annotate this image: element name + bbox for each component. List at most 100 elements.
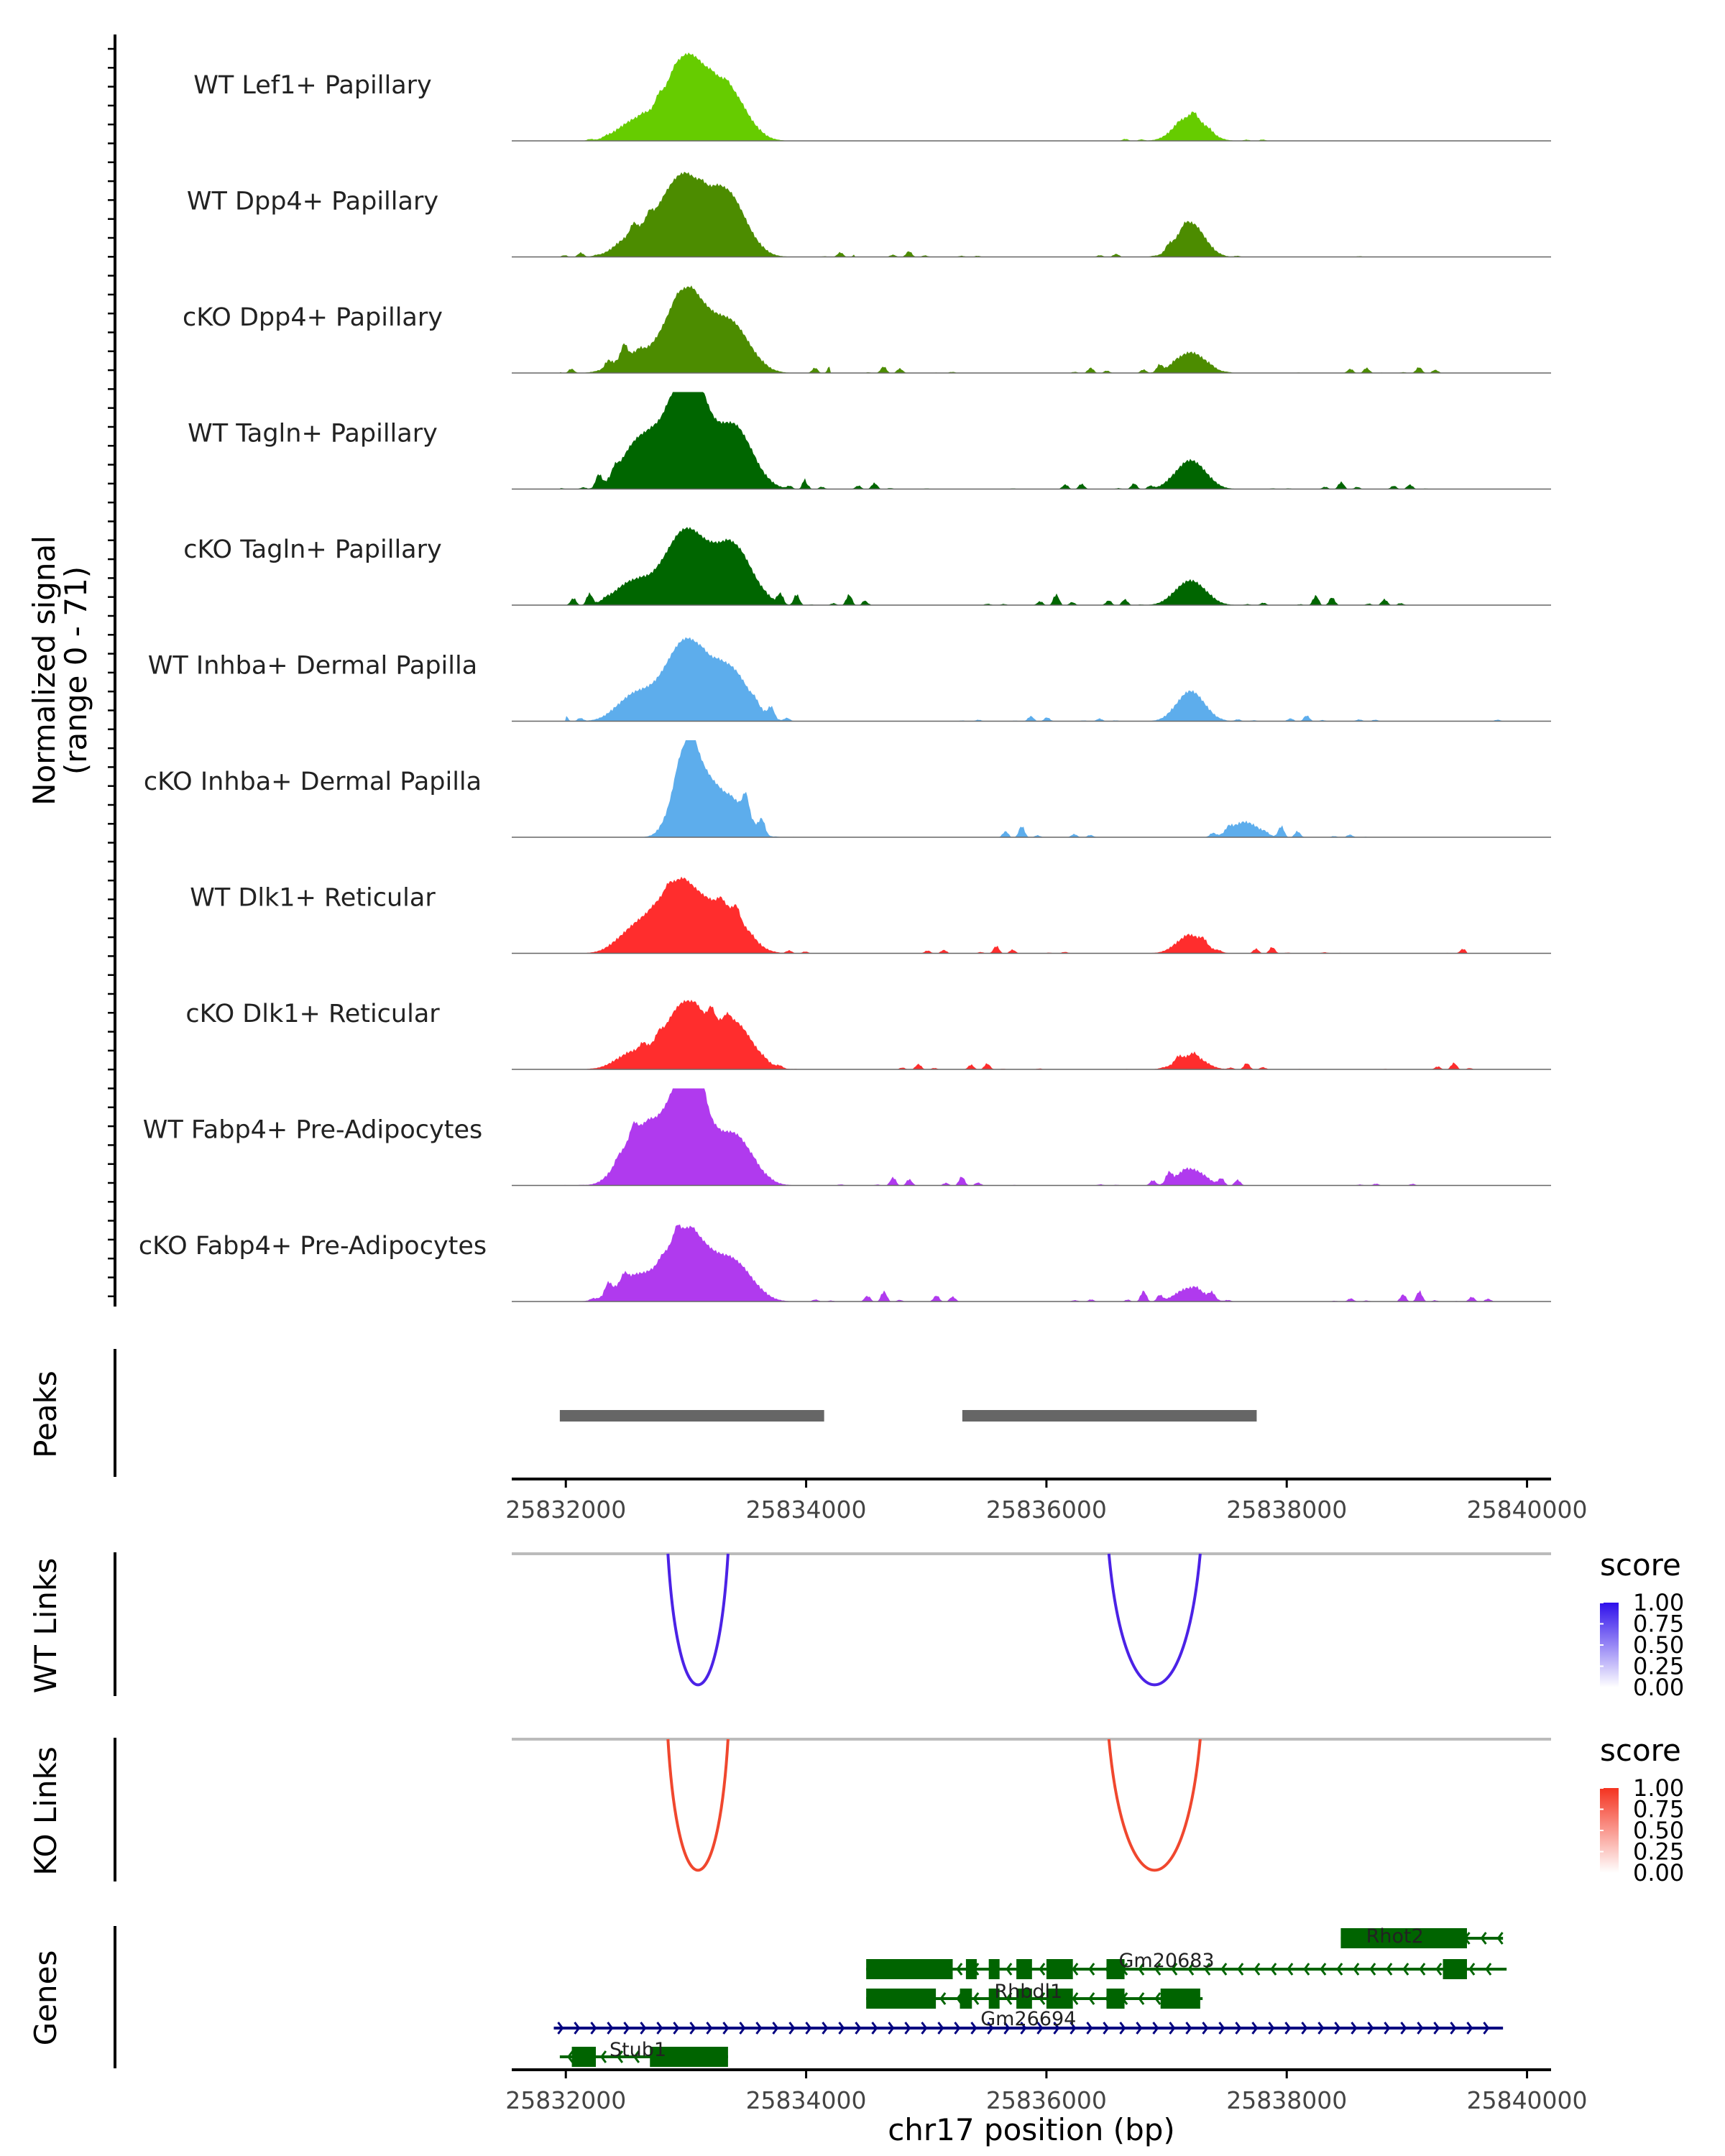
strand-arrow — [1103, 2022, 1110, 2035]
link-arc — [666, 1553, 730, 1687]
strand-arrow — [1006, 1992, 1013, 2005]
strand-arrow — [1088, 1963, 1095, 1976]
coverage-y-axis-label-line2: (range 0 - 71) — [58, 566, 93, 775]
coverage-area — [512, 392, 1551, 489]
gene-exon — [571, 2047, 597, 2067]
strand-arrow — [1435, 1963, 1443, 1976]
score-legend-title: score — [1600, 1733, 1681, 1768]
gene-exon — [988, 1989, 1000, 2009]
strand-arrow — [599, 2050, 607, 2063]
strand-arrow — [722, 2022, 730, 2035]
strand-arrow — [954, 2022, 961, 2035]
strand-arrow — [1287, 1963, 1294, 1976]
strand-arrow — [1480, 1932, 1487, 1945]
strand-arrow — [1138, 1992, 1145, 2005]
strand-arrow — [1386, 1963, 1393, 1976]
strand-arrow — [1468, 1963, 1476, 1976]
gene-exon — [1016, 1989, 1032, 2009]
coverage-track: cKO Inhba+ Dermal Papilla — [144, 740, 1551, 838]
coverage-y-axis-label-line1: Normalized signal — [27, 535, 62, 806]
strand-arrow — [1496, 1932, 1504, 1945]
strand-arrow — [1417, 2022, 1424, 2035]
strand-arrow — [972, 1992, 980, 2005]
gene-exon — [960, 1989, 972, 2009]
strand-arrow — [1320, 1963, 1327, 1976]
strand-arrow — [632, 2050, 640, 2063]
strand-arrow — [1003, 2022, 1011, 2035]
coverage-area — [512, 876, 1551, 954]
strand-arrow — [1485, 1963, 1492, 1976]
strand-arrow — [1053, 2022, 1060, 2035]
gene-model: Stub1 — [559, 2039, 728, 2067]
strand-arrow — [1086, 2022, 1093, 2035]
coverage-track: WT Dlk1+ Reticular — [190, 876, 1551, 954]
gene-model: Gm20683 — [866, 1950, 1507, 1979]
coverage-area — [512, 1000, 1551, 1069]
coverage-track-label: WT Dlk1+ Reticular — [190, 884, 436, 913]
x-tick-label: 25840000 — [1467, 1496, 1588, 1524]
gene-exon — [1016, 1959, 1032, 1979]
strand-arrow — [1251, 2022, 1259, 2035]
x-tick-label: 25832000 — [505, 1496, 626, 1524]
strand-arrow — [1317, 2022, 1325, 2035]
peaks-label: Peaks — [28, 1370, 63, 1458]
gene-exon — [1160, 1989, 1200, 2009]
gene-exon — [866, 1959, 953, 1979]
strand-arrow — [557, 2022, 564, 2035]
x-tick-label: 25838000 — [1226, 1496, 1347, 1524]
gene-name-label: Rhbdl1 — [994, 1981, 1062, 2003]
strand-arrow — [1154, 1963, 1162, 1976]
gene-name-label: Stub1 — [610, 2039, 666, 2061]
coverage-track: cKO Fabp4+ Pre-Adipocytes — [139, 1224, 1551, 1302]
colorbar-tick-label: 0.50 — [1633, 1817, 1684, 1844]
gene-exon — [1340, 1928, 1467, 1948]
strand-arrow — [1020, 2022, 1027, 2035]
strand-arrow — [788, 2022, 796, 2035]
genes-x-axis-ticks: 25832000 25834000 25836000 25838000 25840000 — [505, 2070, 1588, 2114]
coverage-area — [512, 1224, 1551, 1302]
strand-arrow — [1336, 1963, 1343, 1976]
strand-arrow — [739, 2022, 746, 2035]
genes-label: Genes — [28, 1950, 63, 2046]
gene-model: Rhot2 — [1340, 1925, 1504, 1948]
gene-name-label: Gm20683 — [1119, 1950, 1215, 1972]
colorbar-tick-label: 0.00 — [1633, 1859, 1684, 1886]
strand-arrow — [871, 2022, 878, 2035]
gene-exon — [1046, 1959, 1073, 1979]
gene-exon — [650, 2047, 728, 2067]
gene-exon — [1046, 1989, 1073, 2009]
strand-arrow — [1119, 2022, 1126, 2035]
strand-arrow — [607, 2022, 614, 2035]
gene-exon — [1443, 1959, 1467, 1979]
strand-arrow — [616, 2050, 624, 2063]
strand-arrow — [1185, 2022, 1192, 2035]
peak-bar — [962, 1410, 1257, 1422]
strand-arrow — [574, 2022, 581, 2035]
strand-arrow — [937, 2022, 944, 2035]
strand-arrow — [1138, 1963, 1145, 1976]
strand-arrow — [1369, 1963, 1376, 1976]
x-tick-label: 25834000 — [746, 2086, 867, 2114]
strand-arrow — [1419, 1963, 1426, 1976]
strand-arrow — [1154, 1992, 1162, 2005]
strand-arrow — [987, 2022, 994, 2035]
strand-arrow — [1088, 1992, 1095, 2005]
coverage-track: cKO Tagln+ Papillary — [183, 527, 1551, 606]
x-axis-title: chr17 position (bp) — [888, 2112, 1175, 2147]
strand-arrow — [1202, 2022, 1209, 2035]
strand-arrow — [1070, 2022, 1077, 2035]
coverage-area — [512, 637, 1551, 722]
colorbar-tick-label: 1.00 — [1633, 1589, 1684, 1616]
coverage-track: WT Fabp4+ Pre-Adipocytes — [143, 1088, 1551, 1187]
colorbar-tick-label: 0.75 — [1633, 1611, 1684, 1638]
strand-arrow — [1072, 1963, 1079, 1976]
gene-exon — [866, 1989, 937, 2009]
gene-models: Rhot2 Gm20683 Rhbdl1 Gm26694 Stub1 — [553, 1925, 1507, 2067]
peak-bars — [559, 1410, 1257, 1422]
colorbar-tick-label: 1.00 — [1633, 1774, 1684, 1802]
colorbar-tick-label: 0.25 — [1633, 1838, 1684, 1866]
coverage-track: WT Tagln+ Papillary — [188, 392, 1551, 490]
strand-arrow — [1169, 2022, 1176, 2035]
